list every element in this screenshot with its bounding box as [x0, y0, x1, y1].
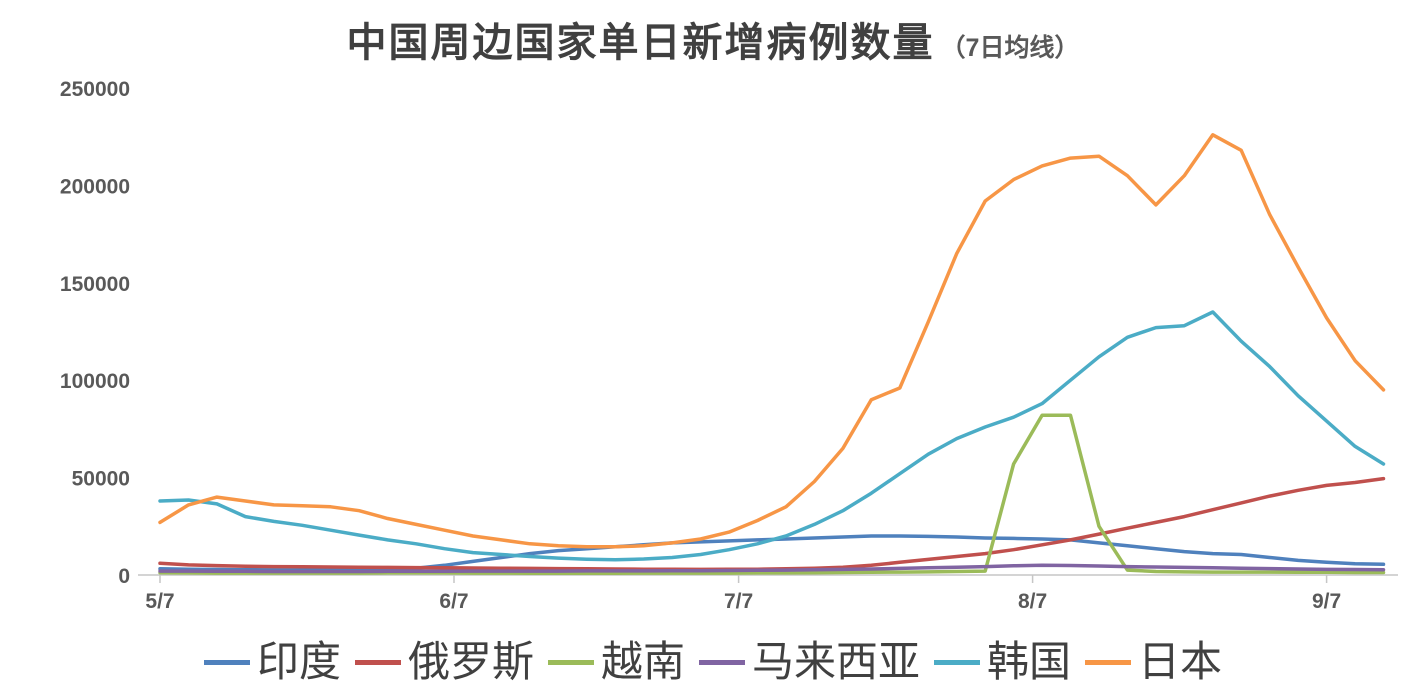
y-axis-tick-label: 150000: [60, 273, 130, 296]
x-axis-tick-label: 9/7: [1312, 590, 1341, 613]
series-line-south-korea: [158, 310, 1386, 562]
legend-label-vietnam: 越南: [600, 638, 685, 685]
x-axis-tick-label: 6/7: [439, 590, 468, 613]
legend-item-japan: 日本: [1085, 641, 1222, 683]
y-axis-tick-label: 50000: [72, 468, 130, 491]
series-line-russia: [158, 476, 1386, 572]
series-line-malaysia: [158, 563, 1386, 574]
legend-item-india: 印度: [203, 638, 341, 685]
y-axis-tick-label: 200000: [60, 175, 130, 198]
legend-swatch-india: [203, 659, 250, 665]
chart-title: 中国周边国家单日新增病例数量 （7日均线）: [0, 10, 1426, 68]
y-axis-tick-label: 250000: [60, 78, 130, 101]
y-axis-tick-label: 0: [118, 565, 130, 588]
legend-label-india: 印度: [256, 638, 341, 685]
legend-label-malaysia: 马来西亚: [752, 638, 921, 685]
legend-swatch-malaysia: [699, 659, 745, 665]
legend-item-vietnam: 越南: [547, 638, 685, 685]
series-line-japan: [158, 133, 1386, 549]
chart-legend: 印度 俄罗斯 越南 马来西亚 韩国 日本: [0, 641, 1426, 683]
legend-swatch-vietnam: [547, 659, 594, 665]
legend-item-russia: 俄罗斯: [354, 638, 534, 685]
legend-swatch-russia: [354, 659, 401, 665]
chart-title-main: 中国周边国家单日新增病例数量: [346, 21, 935, 65]
legend-label-south-korea: 韩国: [987, 638, 1072, 685]
series-line-vietnam: [158, 413, 1386, 575]
legend-item-malaysia: 马来西亚: [699, 641, 920, 683]
legend-item-south-korea: 韩国: [934, 641, 1071, 683]
x-axis-tick-label: 8/7: [1018, 590, 1047, 613]
legend-swatch-japan: [1085, 659, 1132, 665]
chart-title-subtitle: （7日均线）: [940, 34, 1080, 62]
legend-label-japan: 日本: [1138, 638, 1223, 685]
y-axis-tick-label: 100000: [60, 370, 130, 393]
x-axis-tick-label: 5/7: [145, 590, 174, 613]
x-axis-tick-label: 7/7: [724, 590, 753, 613]
legend-swatch-south-korea: [934, 659, 981, 665]
legend-label-russia: 俄罗斯: [407, 638, 534, 685]
